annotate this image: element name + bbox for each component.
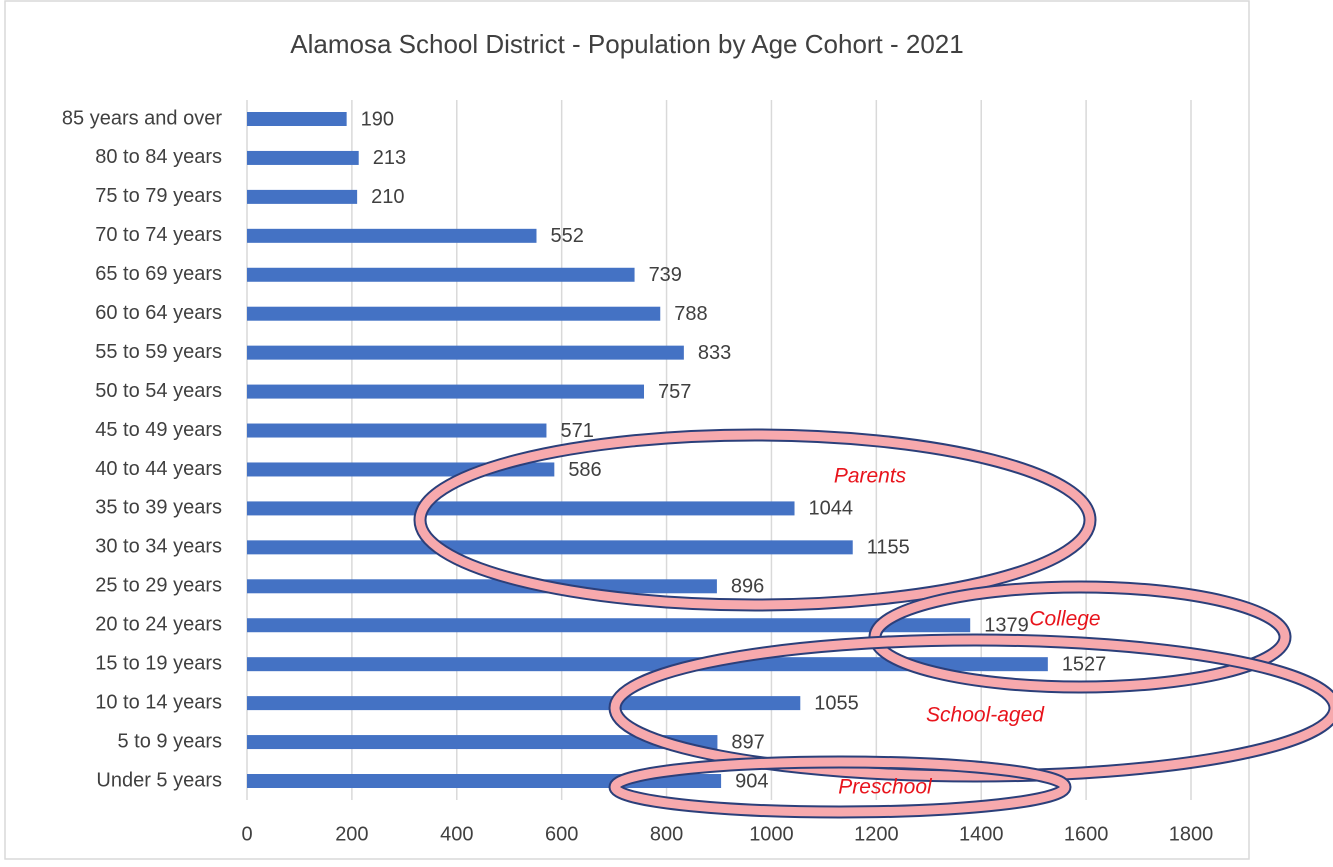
bar [247,423,547,438]
y-tick-label: 80 to 84 years [95,146,222,168]
annotation-label: Preschool [838,776,933,799]
x-tick-label: 1400 [959,823,1004,845]
value-label: 788 [674,303,707,325]
y-tick-label: 15 to 19 years [95,652,222,674]
grid: 0 200 400 600 800 1000 1200 1400 1600 1800 [241,100,1213,845]
y-tick-label: 85 years and over [62,107,222,129]
y-tick-label: 45 to 49 years [95,419,222,441]
y-tick-label: 70 to 74 years [95,224,222,246]
value-label: 552 [550,225,583,247]
value-label: 1055 [814,692,859,714]
value-label: 1155 [867,537,910,559]
bar [247,579,717,594]
y-tick-label: 10 to 14 years [95,691,222,713]
value-label: 897 [731,731,764,753]
value-label: 571 [560,420,593,442]
x-tick-label: 1200 [854,823,899,845]
x-tick-label: 0 [241,823,252,845]
annotation-label: Parents [834,465,907,488]
y-tick-label: 30 to 34 years [95,536,222,558]
bar [247,228,537,243]
bar [247,267,635,282]
y-tick-label: Under 5 years [96,769,222,791]
annotations: Parents College School-aged Preschool [413,428,1333,819]
bar [247,501,795,516]
value-label: 1044 [809,498,854,520]
x-tick-label: 800 [650,823,683,845]
y-tick-label: 60 to 64 years [95,302,222,324]
x-tick-label: 600 [545,823,578,845]
bar [247,540,853,555]
value-label: 190 [361,108,394,130]
value-label: 213 [373,147,406,169]
y-tick-label: 75 to 79 years [95,185,222,207]
chart-border [4,0,1250,860]
bar [247,306,661,321]
value-label: 896 [731,576,764,598]
bar [247,618,971,633]
value-label: 1527 [1062,653,1107,675]
value-label: 904 [735,770,768,792]
y-tick-label: 65 to 69 years [95,263,222,285]
y-tick-label: 20 to 24 years [95,614,222,636]
annotation-ellipse [415,430,1095,610]
bar [247,657,1048,672]
bar [247,189,358,204]
x-tick-label: 200 [335,823,368,845]
x-tick-label: 400 [440,823,473,845]
y-tick-label: 5 to 9 years [117,730,222,752]
bar [247,774,722,788]
chart-title: Alamosa School District - Population by … [290,29,963,59]
x-tick-label: 1600 [1064,823,1109,845]
bar [247,345,684,360]
bar [247,150,359,165]
annotation-ellipse [610,757,1070,817]
y-tick-label: 40 to 44 years [95,458,222,480]
annotation-label: College [1029,608,1100,631]
bar [247,384,645,399]
annotation-ellipse [610,635,1333,781]
value-label: 586 [568,459,601,481]
value-label: 739 [649,264,682,286]
y-tick-label: 55 to 59 years [95,341,222,363]
value-label: 210 [371,186,404,208]
value-label: 757 [658,381,691,403]
x-tick-label: 1800 [1169,823,1214,845]
y-tick-label: 50 to 54 years [95,380,222,402]
value-label: 1379 [984,615,1029,637]
bar [247,735,718,750]
value-label: 833 [698,342,731,364]
bar [247,112,347,126]
bar [247,696,801,711]
bars: 85 years and over 190 80 to 84 years 213 75 … [62,107,1106,792]
annotation-label: School-aged [926,704,1045,727]
x-tick-label: 1000 [749,823,794,845]
y-tick-label: 35 to 39 years [95,497,222,519]
y-tick-label: 25 to 29 years [95,575,222,597]
